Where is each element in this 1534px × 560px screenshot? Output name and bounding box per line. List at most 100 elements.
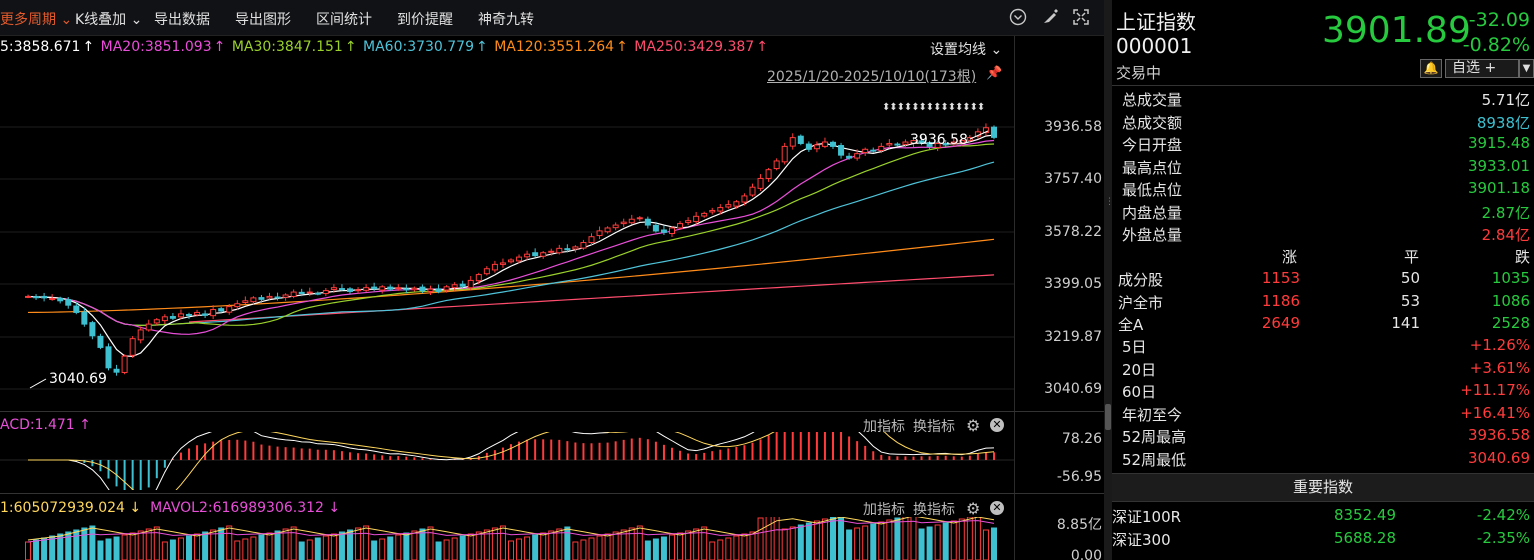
candle-body <box>49 297 56 300</box>
candle-body <box>862 148 869 154</box>
breadth-down: 1086 <box>1491 291 1530 310</box>
chevron-down-icon: ⌄ <box>990 42 1003 58</box>
candle-body <box>25 295 31 298</box>
volume-bar <box>451 537 458 560</box>
volume-bar <box>894 517 901 560</box>
kline-chart: ⬍⬍⬍⬍⬍⬍⬍⬍⬍⬍⬍⬍⬍⬍ <box>0 102 1014 390</box>
export-image-button[interactable]: 导出图形 <box>235 12 291 28</box>
quote-panel: 上证指数 000001 3901.89 -32.09 -0.82% 交易中 🔔 … <box>1112 0 1534 560</box>
candle-body <box>290 291 297 297</box>
volume-bar <box>950 520 957 560</box>
add-indicator-button[interactable]: 加指标 <box>863 502 905 518</box>
volume-bar <box>121 534 128 560</box>
volume-bar <box>105 538 112 560</box>
candle-body <box>137 329 144 341</box>
swap-indicator-button[interactable]: 换指标 <box>913 419 955 435</box>
scroll-handle[interactable] <box>1105 404 1111 430</box>
price-tick: 3757.40 <box>1044 171 1102 187</box>
important-index-header: 重要指数 <box>1112 473 1534 502</box>
stat-label: 外盘总量 <box>1122 226 1183 244</box>
draw-tool-icon[interactable] <box>1040 8 1060 28</box>
more-periods-menu[interactable]: 更多周期 ⌄ <box>0 12 73 28</box>
swap-indicator-button[interactable]: 换指标 <box>913 502 955 518</box>
breadth-down: 1035 <box>1491 269 1530 287</box>
watchlist-dropdown-icon[interactable]: ▼ <box>1519 59 1534 78</box>
breadth-label: 全A <box>1118 316 1144 334</box>
export-data-button[interactable]: 导出数据 <box>154 12 210 28</box>
magic-nine-button[interactable]: 神奇九转 <box>478 12 534 28</box>
volume-bar <box>974 517 981 560</box>
candle-body <box>322 290 329 295</box>
pin-icon[interactable]: 📌 <box>986 66 1003 81</box>
stat-value: 3933.01 <box>1467 156 1530 175</box>
breadth-flat: 141 <box>1391 314 1420 332</box>
candle-body <box>274 296 281 299</box>
bell-icon[interactable]: 🔔 <box>1420 59 1442 78</box>
close-icon[interactable]: ✕ <box>990 418 1004 432</box>
ma-settings-button[interactable]: 设置均线 ⌄ <box>930 42 1003 58</box>
panel-divider <box>0 411 1104 412</box>
candle-body <box>298 291 305 295</box>
macd-chart <box>0 432 1014 490</box>
candle-body <box>950 141 957 145</box>
candle-body <box>491 263 498 271</box>
volume-bar <box>556 528 563 560</box>
macd-axis-bottom: -56.95 <box>1056 469 1102 485</box>
range-stats-button[interactable]: 区间统计 <box>316 12 372 28</box>
candle-body <box>475 274 482 282</box>
price-alert-button[interactable]: 到价提醒 <box>397 12 453 28</box>
vol-axis-bottom: 0.00 <box>1070 548 1102 560</box>
performance-value: +3.61% <box>1469 358 1530 377</box>
volume-bar <box>757 517 764 560</box>
candle-body <box>258 297 265 300</box>
volume-bar <box>97 540 104 560</box>
candle-body <box>97 335 104 348</box>
signal-mark: ⬍ <box>977 102 985 113</box>
volume-bar <box>789 526 796 560</box>
volume-bar <box>669 534 675 560</box>
important-index-row[interactable]: 深证300 5688.28 -2.35% <box>1112 529 1530 551</box>
collapse-icon[interactable] <box>1008 8 1028 28</box>
stat-value: 8938亿 <box>1476 113 1530 132</box>
volume-bar <box>411 530 418 560</box>
ma250-line <box>188 274 995 323</box>
breadth-label: 成分股 <box>1118 271 1164 289</box>
important-index-row[interactable]: 深证100R 8352.49 -2.42% <box>1112 506 1530 528</box>
candle-body <box>57 297 64 302</box>
signal-mark: ⬍ <box>897 102 905 113</box>
fullscreen-icon[interactable] <box>1071 8 1091 28</box>
performance-row: 年初至今 +16.41% <box>1122 404 1530 426</box>
volume-bar <box>306 539 313 560</box>
candle-body <box>838 145 845 156</box>
add-indicator-button[interactable]: 加指标 <box>863 419 905 435</box>
volume-bar <box>250 536 257 560</box>
candle-body <box>427 288 434 292</box>
stat-row: 总成交额 8938亿 <box>1122 112 1530 134</box>
volume-bar <box>580 539 587 560</box>
ma250-arrow: ↑ <box>756 39 768 55</box>
volume-bar <box>717 539 724 560</box>
chart-toolbar: 更多周期 ⌄ K线叠加 ⌄ 导出数据 导出图形 区间统计 到价提醒 神奇九转 <box>0 0 1104 36</box>
gear-icon[interactable]: ⚙ <box>966 416 981 435</box>
trading-status: 交易中 <box>1116 64 1162 82</box>
panel-splitter[interactable] <box>1104 0 1112 560</box>
performance-label: 60日 <box>1122 383 1157 401</box>
index-pct: -2.42% <box>1476 506 1530 524</box>
volume-bar <box>886 519 893 560</box>
candle-body <box>371 286 378 290</box>
breadth-up: 1186 <box>1261 291 1300 310</box>
candle-body <box>548 250 555 253</box>
candle-body <box>508 259 514 263</box>
k-overlay-menu[interactable]: K线叠加 ⌄ <box>75 12 143 28</box>
high-arrow <box>969 130 989 140</box>
volume-chart <box>25 517 997 560</box>
performance-row: 20日 +3.61% <box>1122 359 1530 381</box>
volume-bar <box>467 533 474 560</box>
breadth-row: 全A 2649 141 2528 <box>1118 314 1530 336</box>
close-icon[interactable]: ✕ <box>990 501 1004 515</box>
volume-bar <box>202 531 209 560</box>
gear-icon[interactable]: ⚙ <box>966 499 981 518</box>
volume-bar <box>161 541 168 560</box>
volume-bar <box>347 529 353 560</box>
add-watchlist-button[interactable]: 自选 + <box>1445 59 1519 78</box>
